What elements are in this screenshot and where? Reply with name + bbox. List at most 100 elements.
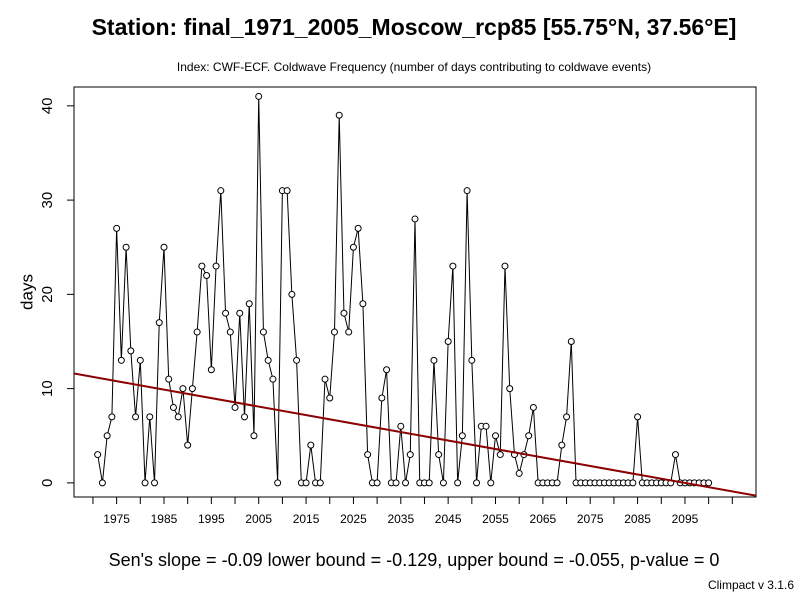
data-point — [392, 479, 400, 487]
data-point — [525, 432, 533, 440]
data-point — [193, 328, 201, 336]
data-point — [439, 479, 447, 487]
data-point — [269, 375, 277, 383]
x-tick-label: 2015 — [293, 512, 320, 526]
x-tick-label: 2095 — [672, 512, 699, 526]
y-tick-label: 10 — [39, 380, 56, 397]
data-point — [340, 309, 348, 317]
data-point — [113, 224, 121, 232]
data-point — [127, 347, 135, 355]
x-tick-label: 2005 — [245, 512, 272, 526]
data-point — [188, 385, 196, 393]
data-point — [198, 262, 206, 270]
data-point — [435, 451, 443, 459]
x-tick-label: 2065 — [530, 512, 557, 526]
trend-line — [74, 372, 756, 497]
data-point — [203, 272, 211, 280]
data-point — [132, 413, 140, 421]
data-point — [245, 300, 253, 308]
data-point — [326, 394, 334, 402]
data-point — [264, 356, 272, 364]
data-point — [482, 422, 490, 430]
climpact-credit: Climpact v 3.1.6 — [707, 578, 794, 592]
x-tick-label: 1975 — [103, 512, 130, 526]
data-point — [274, 479, 282, 487]
data-point — [217, 187, 225, 195]
data-point — [468, 356, 476, 364]
data-point — [397, 422, 405, 430]
data-point — [634, 413, 642, 421]
data-point — [373, 479, 381, 487]
x-tick-label: 2035 — [387, 512, 414, 526]
data-point — [169, 403, 177, 411]
data-point — [122, 243, 130, 251]
data-point — [671, 451, 679, 459]
data-point — [567, 337, 575, 345]
data-point — [506, 385, 514, 393]
data-point — [179, 385, 187, 393]
data-point — [302, 479, 310, 487]
data-point — [487, 479, 495, 487]
data-point — [449, 262, 457, 270]
data-point — [117, 356, 125, 364]
data-point — [108, 413, 116, 421]
data-point — [283, 187, 291, 195]
y-axis-label: days — [17, 274, 36, 310]
plot-frame — [73, 86, 757, 498]
data-point — [94, 451, 102, 459]
data-point — [463, 187, 471, 195]
data-point — [364, 451, 372, 459]
y-tick-label: 20 — [39, 286, 56, 303]
data-point — [411, 215, 419, 223]
data-point — [141, 479, 149, 487]
data-point — [406, 451, 414, 459]
data-point — [259, 328, 267, 336]
data-point — [136, 356, 144, 364]
data-point — [160, 243, 168, 251]
y-tick-label: 30 — [39, 192, 56, 209]
data-point — [316, 479, 324, 487]
data-point — [473, 479, 481, 487]
data-point — [103, 432, 111, 440]
data-point — [458, 432, 466, 440]
data-point — [558, 441, 566, 449]
x-tick-label: 1995 — [198, 512, 225, 526]
data-point — [402, 479, 410, 487]
data-point — [226, 328, 234, 336]
y-tick-label: 40 — [39, 98, 56, 115]
x-tick-label: 1985 — [151, 512, 178, 526]
data-point — [241, 413, 248, 421]
data-point — [529, 403, 537, 411]
data-point — [349, 243, 357, 251]
data-point — [155, 319, 163, 327]
chart-subtitle: Index: CWF-ECF. Coldwave Frequency (numb… — [176, 60, 652, 74]
data-point — [430, 356, 438, 364]
data-point — [496, 451, 504, 459]
y-tick-label: 0 — [39, 479, 56, 487]
data-point — [335, 111, 343, 119]
data-point — [454, 479, 462, 487]
data-point — [705, 479, 713, 487]
data-point — [288, 290, 296, 298]
x-tick-label: 2045 — [435, 512, 462, 526]
data-point — [501, 262, 509, 270]
data-point — [222, 309, 230, 317]
x-tick-label: 2025 — [340, 512, 367, 526]
data-point — [330, 328, 338, 336]
data-point — [492, 432, 500, 440]
x-tick-label: 2085 — [624, 512, 651, 526]
data-point — [255, 92, 263, 100]
x-tick-label: 2075 — [577, 512, 604, 526]
data-point — [515, 469, 523, 477]
data-point — [383, 366, 391, 374]
chart-title: Station: final_1971_2005_Moscow_rcp85 [5… — [91, 14, 737, 40]
data-point — [345, 328, 353, 336]
data-point — [553, 479, 561, 487]
data-point — [425, 479, 433, 487]
data-point — [236, 309, 244, 317]
data-point — [629, 479, 637, 487]
x-tick-label: 2055 — [482, 512, 509, 526]
sens-slope-summary: Sen's slope = -0.09 lower bound = -0.129… — [108, 550, 720, 570]
data-point — [207, 366, 215, 374]
